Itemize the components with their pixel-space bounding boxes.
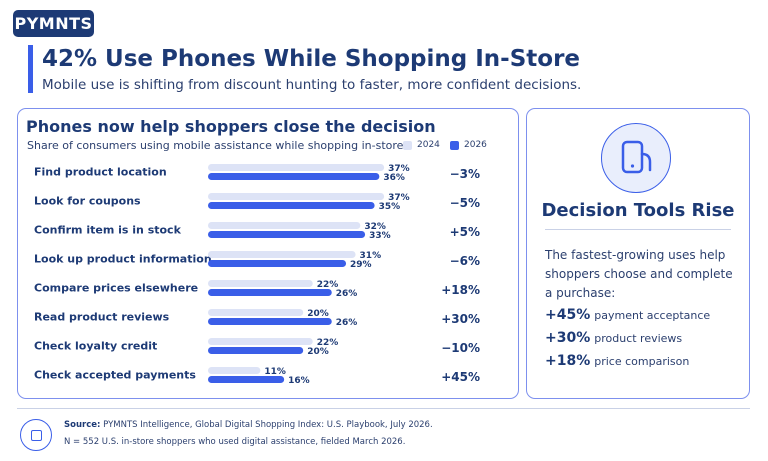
stat-value: +45%	[545, 307, 591, 323]
change-label: −10%	[441, 341, 480, 355]
stat-value: +30%	[545, 330, 591, 346]
data-label-2026: 35%	[379, 202, 401, 212]
page-subtitle: Mobile use is shifting from discount hun…	[42, 77, 582, 93]
insight-body: The fastest-growing uses help shoppers c…	[545, 248, 733, 300]
legend-item-2024: 2024	[403, 140, 440, 150]
stat-label: payment acceptance	[594, 309, 711, 322]
bar-2026	[208, 318, 332, 325]
data-label-2026: 36%	[383, 173, 405, 183]
data-label-2024: 32%	[364, 222, 386, 232]
source-text: PYMNTS Intelligence, Global Digital Shop…	[103, 420, 433, 430]
insight-title: Decision Tools Rise	[541, 200, 735, 221]
bar-2024	[208, 251, 356, 258]
change-label: +45%	[441, 370, 480, 384]
change-label: +18%	[441, 283, 480, 297]
data-label-2024: 37%	[388, 193, 410, 203]
category-label: Read product reviews	[34, 311, 170, 324]
bar-2026	[208, 231, 366, 238]
data-label-2026: 26%	[336, 318, 358, 328]
data-label-2026: 29%	[350, 260, 372, 270]
data-label-2024: 22%	[317, 280, 339, 290]
bar-2026	[208, 202, 375, 209]
data-label-2026: 20%	[307, 347, 329, 357]
bar-2024	[208, 338, 313, 345]
data-label-2024: 37%	[388, 164, 410, 174]
legend-item-2026: 2026	[450, 140, 487, 150]
sample-note: N = 552 U.S. in-store shoppers who used …	[64, 437, 406, 447]
category-label: Check accepted payments	[34, 369, 196, 382]
bar-2026	[208, 173, 380, 180]
bar-2024	[208, 222, 361, 229]
chart-title: Phones now help shoppers close the decis…	[26, 117, 436, 136]
page-title: 42% Use Phones While Shopping In-Store	[42, 46, 581, 72]
brand-logo: PYMNTS	[13, 10, 94, 37]
category-label: Look for coupons	[34, 195, 141, 208]
data-label-2024: 11%	[264, 367, 286, 377]
legend-swatch-2024	[403, 140, 412, 150]
footer-divider	[17, 408, 750, 409]
legend-label-2024: 2024	[417, 140, 440, 150]
bar-2026	[208, 347, 304, 354]
bar-2024	[208, 280, 313, 287]
document-icon	[20, 419, 52, 451]
change-label: −5%	[450, 196, 480, 210]
data-label-2026: 16%	[288, 376, 310, 386]
change-label: +30%	[441, 312, 480, 326]
category-label: Look up product information	[34, 253, 212, 266]
stat-item: +45% payment acceptance	[545, 307, 710, 323]
category-label: Confirm item is in stock	[34, 224, 182, 237]
title-accent-bar	[28, 45, 33, 93]
phone-in-hand-icon	[601, 123, 671, 193]
change-label: +5%	[450, 225, 480, 239]
data-label-2026: 26%	[336, 289, 358, 299]
change-label: −6%	[450, 254, 480, 268]
chart-subtitle: Share of consumers using mobile assistan…	[27, 139, 404, 152]
insight-divider	[545, 229, 731, 230]
source-label: Source:	[64, 420, 101, 430]
data-label-2024: 22%	[317, 338, 339, 348]
source-line: Source: PYMNTS Intelligence, Global Digi…	[64, 420, 433, 430]
bar-2024	[208, 309, 304, 316]
stat-item: +30% product reviews	[545, 330, 682, 346]
bar-2024	[208, 193, 385, 200]
data-label-2024: 31%	[360, 251, 382, 261]
bar-2026	[208, 289, 332, 296]
legend-swatch-2026	[450, 140, 459, 150]
stat-item: +18% price comparison	[545, 353, 689, 369]
stat-value: +18%	[545, 353, 591, 369]
stat-label: price comparison	[594, 355, 690, 368]
bar-2026	[208, 260, 347, 267]
bar-2024	[208, 164, 385, 171]
change-label: −3%	[450, 167, 480, 181]
stat-label: product reviews	[594, 332, 683, 345]
category-label: Compare prices elsewhere	[34, 282, 198, 295]
category-label: Find product location	[34, 166, 167, 179]
data-label-2026: 33%	[369, 231, 391, 241]
category-label: Check loyalty credit	[34, 340, 157, 353]
legend-label-2026: 2026	[464, 140, 487, 150]
bar-2024	[208, 367, 261, 374]
data-label-2024: 20%	[307, 309, 329, 319]
bar-2026	[208, 376, 285, 383]
